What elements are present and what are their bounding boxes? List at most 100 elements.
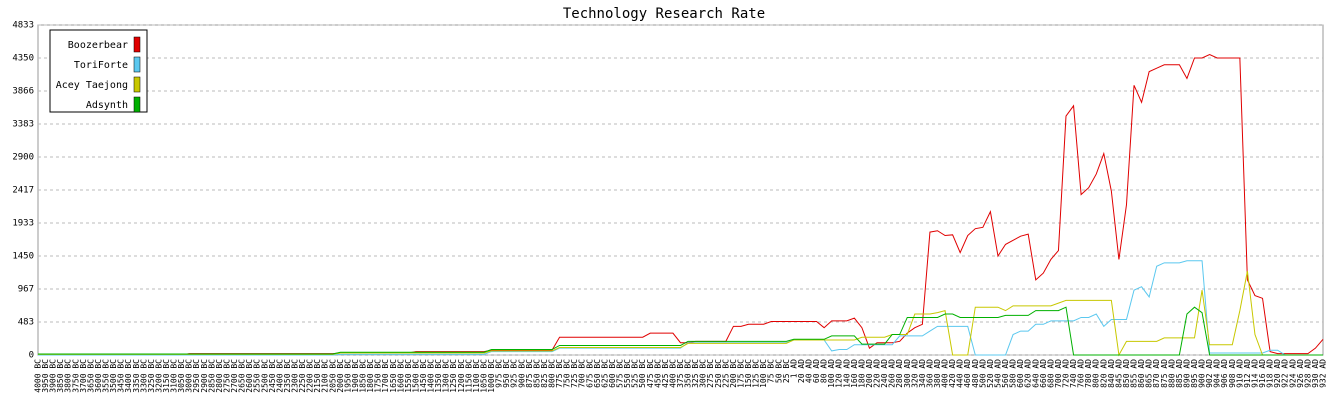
x-tick-label: 300 BC <box>699 359 708 388</box>
x-tick-label: 3900 BC <box>49 359 58 393</box>
x-tick-label: 625 BC <box>600 359 609 388</box>
x-tick-label: 420 AD <box>948 359 957 388</box>
y-tick-label: 4833 <box>12 21 34 31</box>
x-tick-label: 912 AD <box>1243 359 1252 388</box>
x-tick-label: 2550 BC <box>253 359 262 393</box>
x-tick-label: 740 AD <box>1069 359 1078 388</box>
x-tick-label: 1650 BC <box>389 359 398 393</box>
legend-swatch <box>133 76 141 93</box>
x-tick-label: 914 AD <box>1250 359 1259 388</box>
x-tick-label: 908 AD <box>1228 359 1237 388</box>
x-tick-label: 3000 BC <box>185 359 194 393</box>
y-tick-label: 2417 <box>12 185 34 195</box>
x-tick-label: 1750 BC <box>374 359 383 393</box>
x-tick-label: 904 AD <box>1213 359 1222 388</box>
x-tick-label: 175 BC <box>736 359 745 388</box>
x-tick-label: 2500 BC <box>260 359 269 393</box>
x-tick-label: 2050 BC <box>328 359 337 393</box>
x-tick-label: 900 BC <box>517 359 526 388</box>
x-tick-label: 2700 BC <box>230 359 239 393</box>
x-tick-label: 3250 BC <box>147 359 156 393</box>
legend-label: Boozerbear <box>68 40 128 51</box>
y-tick-label: 0 <box>29 351 34 361</box>
x-tick-label: 100 BC <box>759 359 768 388</box>
x-tick-label: 380 AD <box>933 359 942 388</box>
x-tick-label: 150 BC <box>744 359 753 388</box>
x-tick-label: 2200 BC <box>306 359 315 393</box>
x-tick-label: 500 AD <box>978 359 987 388</box>
x-tick-label: 260 AD <box>888 359 897 388</box>
x-tick-label: 225 BC <box>721 359 730 388</box>
x-tick-label: 2300 BC <box>291 359 300 393</box>
x-tick-label: 800 BC <box>548 359 557 388</box>
x-tick-label: 3450 BC <box>117 359 126 393</box>
x-tick-label: 3200 BC <box>154 359 163 393</box>
x-tick-label: 860 AD <box>1137 359 1146 388</box>
x-tick-label: 580 AD <box>1009 359 1018 388</box>
x-tick-label: 60 AD <box>812 359 821 383</box>
x-tick-label: 845 AD <box>1114 359 1123 388</box>
x-tick-label: 2600 BC <box>245 359 254 393</box>
x-tick-label: 160 AD <box>850 359 859 388</box>
x-tick-label: 880 AD <box>1167 359 1176 388</box>
legend-box <box>49 29 148 113</box>
x-tick-label: 3850 BC <box>56 359 65 393</box>
legend-swatch <box>133 36 141 53</box>
x-tick-label: 75 BC <box>767 359 776 383</box>
series-line <box>38 306 1323 356</box>
x-tick-label: 220 AD <box>873 359 882 388</box>
x-tick-label: 400 BC <box>668 359 677 388</box>
y-tick-label: 483 <box>18 318 34 328</box>
legend-swatch <box>133 96 141 113</box>
x-tick-label: 575 BC <box>616 359 625 388</box>
y-tick-label: 1450 <box>12 251 34 261</box>
x-tick-label: 3050 BC <box>177 359 186 393</box>
legend-label: ToriForte <box>74 60 128 71</box>
x-tick-label: 2800 BC <box>215 359 224 393</box>
x-tick-label: 480 AD <box>971 359 980 388</box>
x-tick-label: 760 AD <box>1077 359 1086 388</box>
x-tick-label: 300 AD <box>903 359 912 388</box>
x-tick-label: 825 BC <box>540 359 549 388</box>
x-tick-label: 20 AD <box>797 359 806 383</box>
x-tick-label: 1500 BC <box>411 359 420 393</box>
y-tick-label: 3866 <box>12 87 34 97</box>
x-tick-label: 1600 BC <box>396 359 405 393</box>
x-tick-label: 840 AD <box>1107 359 1116 388</box>
x-tick-label: 350 BC <box>684 359 693 388</box>
x-tick-label: 600 AD <box>1016 359 1025 388</box>
x-tick-label: 1 AD <box>789 359 798 378</box>
x-tick-label: 924 AD <box>1288 359 1297 388</box>
x-tick-label: 250 BC <box>714 359 723 388</box>
x-tick-label: 2750 BC <box>222 359 231 393</box>
x-tick-label: 780 AD <box>1084 359 1093 388</box>
x-tick-label: 2100 BC <box>321 359 330 393</box>
x-tick-label: 932 AD <box>1319 359 1328 388</box>
x-tick-label: 725 BC <box>570 359 579 388</box>
x-tick-label: 900 AD <box>1198 359 1207 388</box>
y-tick-label: 1933 <box>12 219 34 229</box>
x-tick-label: 875 BC <box>525 359 534 388</box>
x-tick-label: 906 AD <box>1220 359 1229 388</box>
x-tick-label: 2400 BC <box>275 359 284 393</box>
x-tick-label: 890 AD <box>1182 359 1191 388</box>
x-tick-label: 1250 BC <box>449 359 458 393</box>
x-tick-label: 340 AD <box>918 359 927 388</box>
x-tick-label: 540 AD <box>993 359 1002 388</box>
x-tick-label: 640 AD <box>1031 359 1040 388</box>
x-tick-label: 2950 BC <box>192 359 201 393</box>
x-tick-label: 180 AD <box>857 359 866 388</box>
x-tick-label: 1000 BC <box>487 359 496 393</box>
x-tick-label: 720 AD <box>1062 359 1071 388</box>
x-tick-label: 3400 BC <box>124 359 133 393</box>
x-tick-label: 910 AD <box>1235 359 1244 388</box>
x-tick-label: 550 BC <box>623 359 632 388</box>
x-tick-label: 850 BC <box>532 359 541 388</box>
y-tick-label: 4350 <box>12 53 34 63</box>
x-tick-label: 1700 BC <box>381 359 390 393</box>
x-tick-label: 902 AD <box>1205 359 1214 388</box>
x-tick-label: 850 AD <box>1122 359 1131 388</box>
x-tick-label: 895 AD <box>1190 359 1199 388</box>
x-tick-label: 3700 BC <box>79 359 88 393</box>
